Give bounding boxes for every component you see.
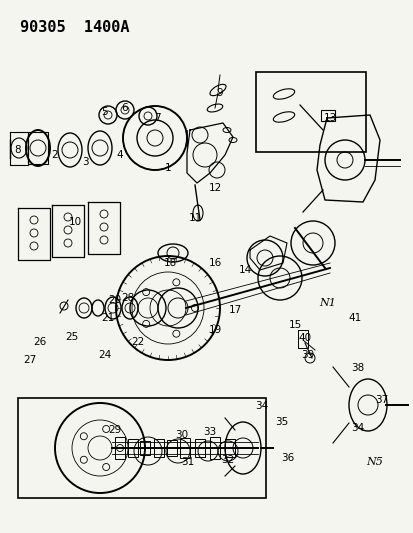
Text: 10: 10 [68, 217, 81, 227]
Text: 8: 8 [14, 145, 21, 155]
Text: 2: 2 [52, 150, 58, 160]
Text: 32: 32 [221, 455, 234, 465]
Text: 39: 39 [301, 350, 314, 360]
Bar [18, 398, 266, 498]
Bar [28, 132, 48, 164]
Text: 12: 12 [208, 183, 221, 193]
Bar [195, 439, 204, 457]
Text: 41: 41 [347, 313, 361, 323]
Bar [320, 110, 334, 121]
Bar [180, 438, 190, 458]
Text: 40: 40 [298, 333, 311, 343]
Text: N1: N1 [319, 298, 336, 308]
Bar [115, 437, 125, 459]
Text: 9: 9 [216, 88, 223, 98]
Text: 15: 15 [288, 320, 301, 330]
Text: 3: 3 [81, 157, 88, 167]
Bar [154, 439, 164, 457]
Text: 16: 16 [208, 258, 221, 268]
Text: 33: 33 [203, 427, 216, 437]
Text: 19: 19 [208, 325, 221, 335]
Text: 18: 18 [163, 258, 176, 268]
Text: 14: 14 [238, 265, 251, 275]
Text: 11: 11 [188, 213, 201, 223]
Bar [166, 440, 177, 456]
Bar [255, 72, 365, 152]
Text: 34: 34 [351, 423, 364, 433]
Text: 1: 1 [164, 163, 171, 173]
Text: 5: 5 [102, 107, 108, 117]
Text: 36: 36 [281, 453, 294, 463]
Text: 20: 20 [108, 295, 121, 305]
Bar [209, 437, 219, 459]
Bar [224, 439, 235, 457]
Text: 17: 17 [228, 305, 241, 315]
Text: 37: 37 [375, 395, 388, 405]
Text: 21: 21 [101, 313, 114, 323]
Text: 30: 30 [175, 430, 188, 440]
Text: 6: 6 [121, 103, 128, 113]
Text: 24: 24 [98, 350, 112, 360]
Text: 29: 29 [108, 425, 121, 435]
Text: 35: 35 [275, 417, 288, 427]
Text: 34: 34 [255, 401, 268, 411]
Text: 4: 4 [116, 150, 123, 160]
Bar [140, 441, 150, 455]
Text: 28: 28 [121, 293, 134, 303]
Text: 90305  1400A: 90305 1400A [20, 20, 129, 35]
Text: 7: 7 [153, 113, 160, 123]
Text: 26: 26 [33, 337, 47, 347]
Text: 27: 27 [23, 355, 36, 365]
Text: 22: 22 [131, 337, 144, 347]
Text: 13: 13 [323, 113, 336, 123]
Text: 31: 31 [181, 457, 194, 467]
Bar [128, 439, 138, 457]
Text: 38: 38 [351, 363, 364, 373]
Text: N5: N5 [366, 457, 382, 467]
Text: 25: 25 [65, 332, 78, 342]
